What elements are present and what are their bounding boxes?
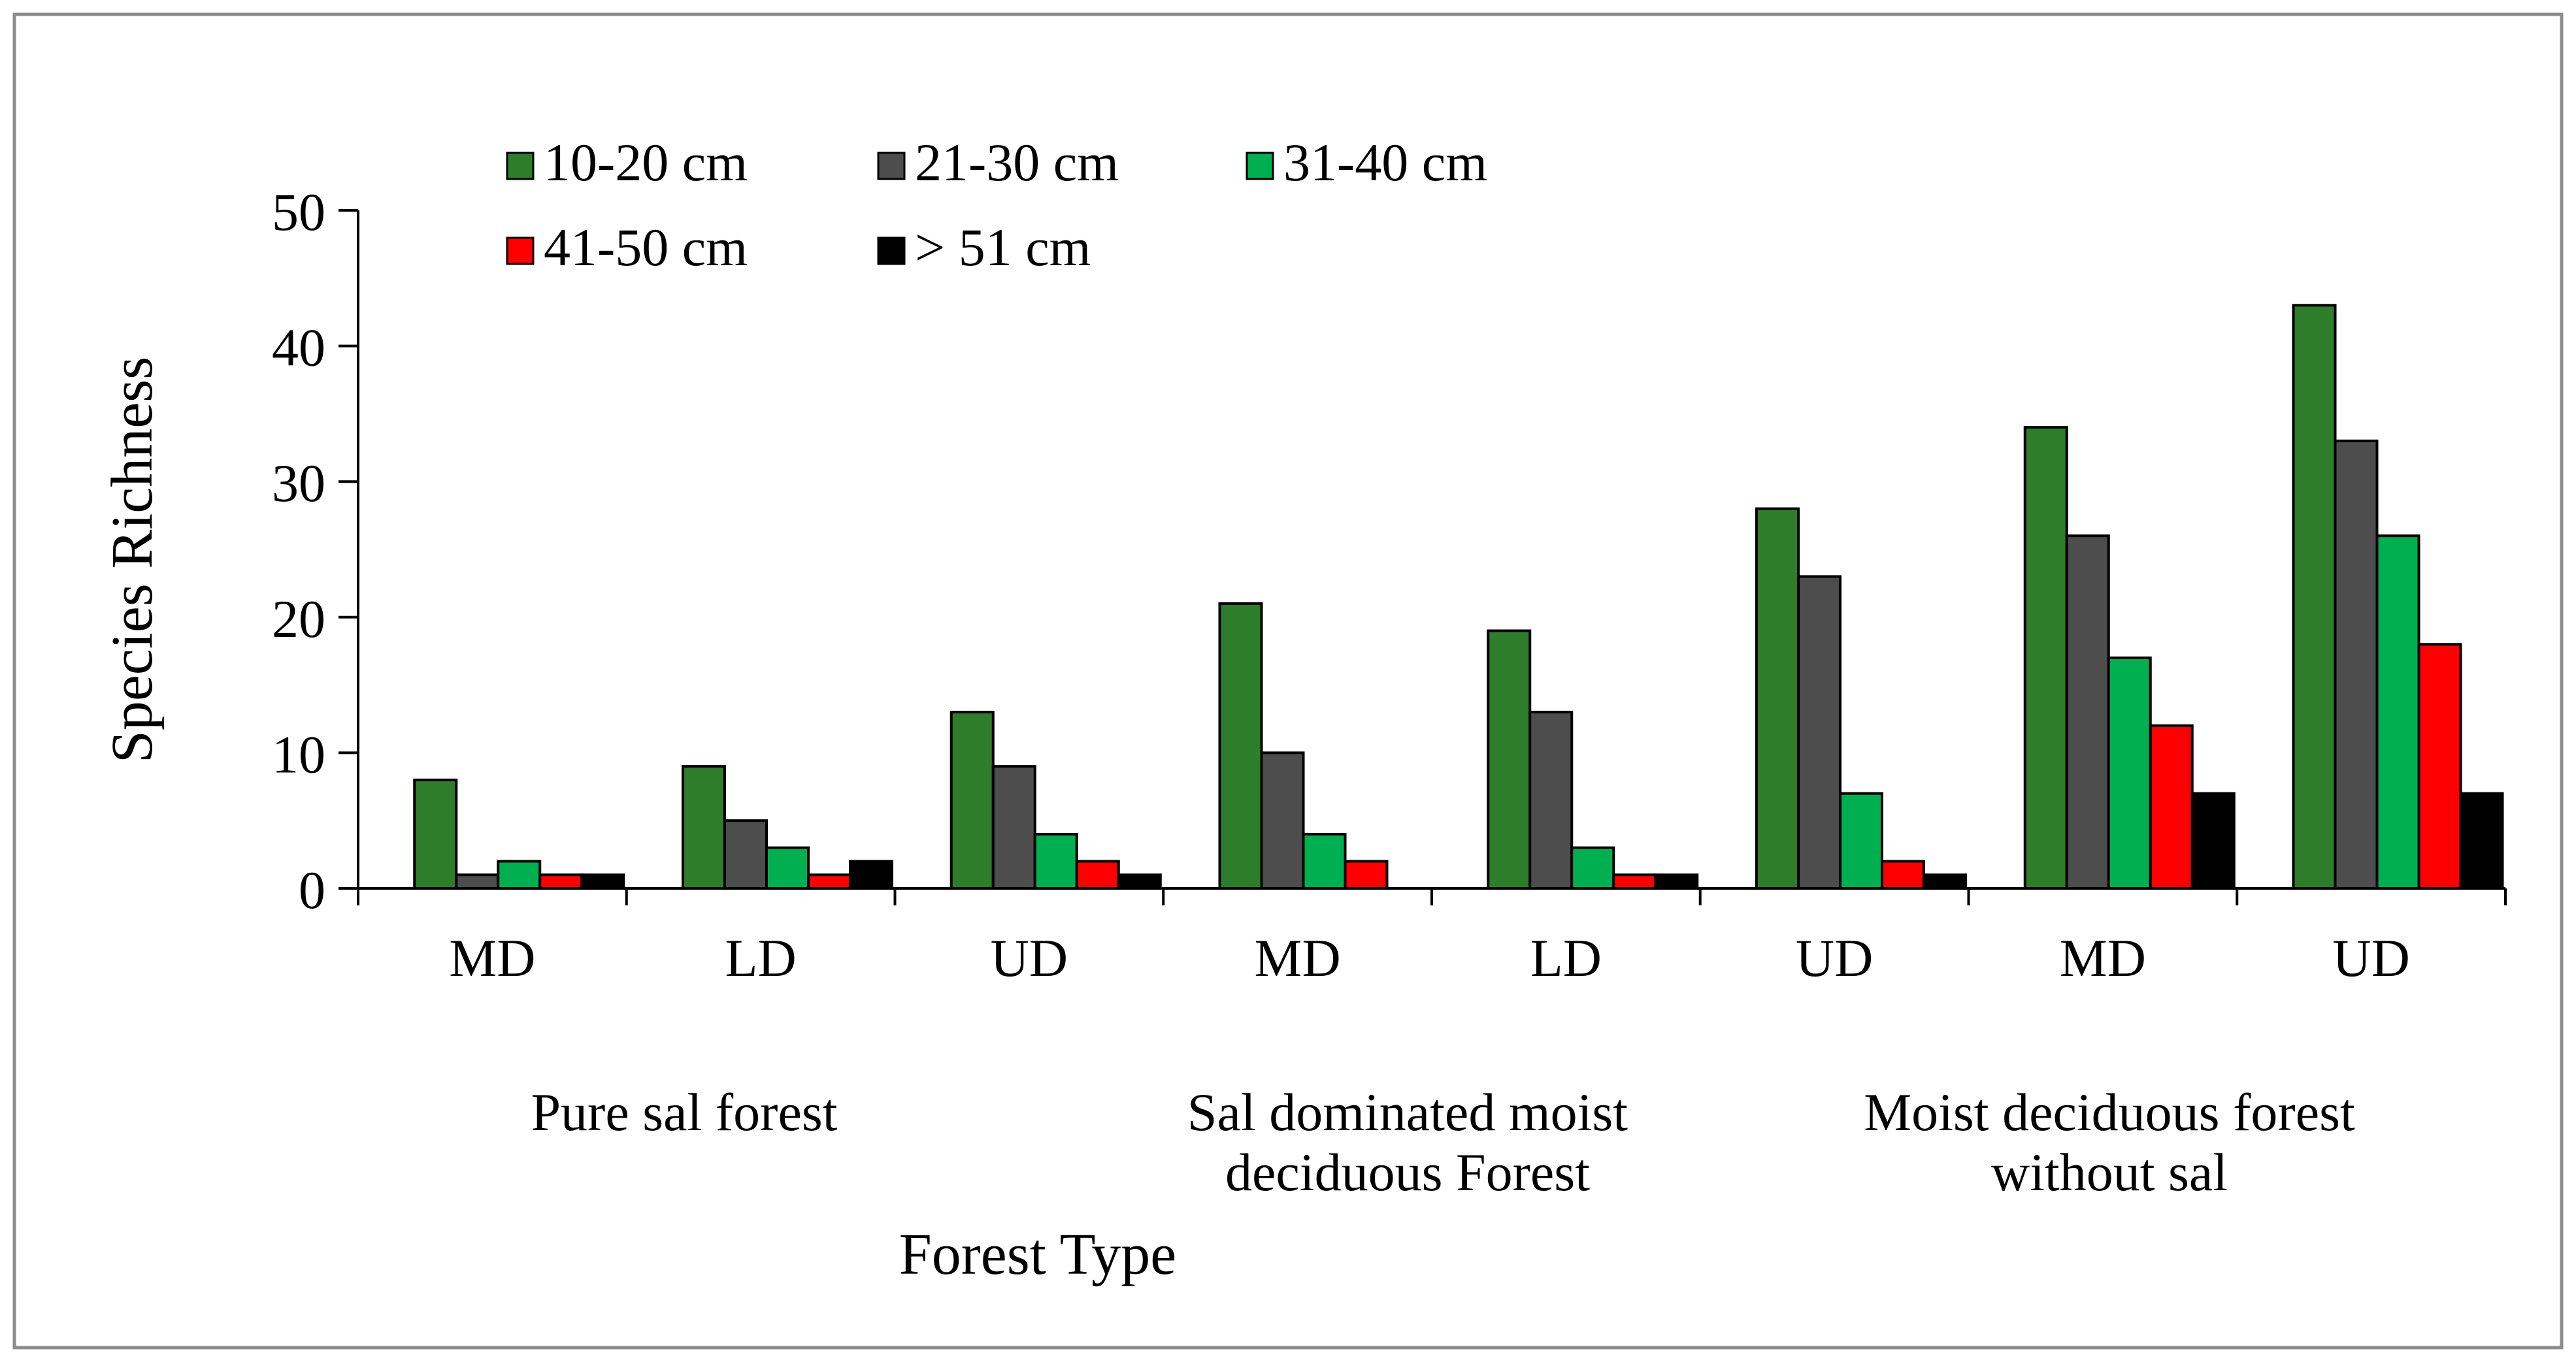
legend-label: 21-30 cm	[915, 133, 1119, 192]
y-tick-label: 30	[272, 453, 325, 513]
legend-label: > 51 cm	[915, 218, 1091, 277]
bar	[2107, 657, 2152, 890]
bar	[497, 860, 542, 890]
bars	[413, 304, 2504, 890]
bar	[2149, 724, 2194, 890]
bar	[1117, 873, 1162, 890]
bar	[723, 819, 768, 890]
x-tick-label: MD	[1255, 928, 1341, 988]
y-tick-labels: 0 10 20 30 40 50	[272, 182, 325, 920]
legend: 10-20 cm 21-30 cm 31-40 cm 41-50 cm > 51 cm	[506, 133, 1487, 277]
x-tick-label: LD	[725, 928, 796, 988]
x-tick-label: MD	[2060, 928, 2146, 988]
bar	[1797, 575, 1842, 890]
x-tick-labels: MD LD UD MD LD UD MD UD	[449, 928, 2410, 988]
legend-label: 31-40 cm	[1283, 133, 1487, 192]
bar	[1218, 602, 1263, 890]
group-label: without sal	[1991, 1143, 2228, 1202]
bar	[1755, 507, 1800, 890]
bar	[1612, 873, 1657, 890]
bar	[807, 873, 852, 890]
legend-label: 10-20 cm	[544, 133, 748, 192]
bar	[1923, 873, 1968, 890]
group-label: Moist deciduous forest	[1864, 1082, 2355, 1142]
legend-swatch	[506, 236, 535, 265]
bar	[2190, 792, 2236, 890]
bar	[580, 873, 625, 890]
legend-swatch	[1246, 152, 1274, 180]
y-tick-label: 0	[299, 860, 325, 920]
x-tick-label: LD	[1530, 928, 1602, 988]
legend-label: 41-50 cm	[544, 218, 748, 277]
bar	[949, 711, 995, 890]
x-tick-label: UD	[2332, 928, 2409, 988]
legend-swatch	[877, 236, 906, 265]
group-label: Sal dominated moist	[1187, 1082, 1628, 1142]
bar	[413, 778, 458, 890]
x-tick-label: MD	[449, 928, 535, 988]
bar	[2417, 643, 2462, 890]
bar	[1654, 873, 1699, 890]
bar	[1075, 860, 1120, 890]
y-tick-label: 50	[272, 182, 325, 242]
bar	[991, 765, 1036, 890]
bar	[455, 873, 500, 890]
bar	[538, 873, 584, 890]
bar	[1570, 846, 1615, 890]
bar	[1302, 832, 1347, 890]
y-axis-title: Species Richness	[100, 357, 165, 763]
bar	[1528, 711, 1574, 890]
group-label: deciduous Forest	[1225, 1143, 1590, 1202]
bar	[1033, 832, 1078, 890]
x-axis-title: Forest Type	[899, 1222, 1177, 1287]
bar	[2292, 304, 2337, 890]
x-tick-label: UD	[1796, 928, 1873, 988]
bar	[1881, 860, 1926, 890]
bar	[1839, 792, 1884, 890]
bar	[765, 846, 810, 890]
y-tick-label: 40	[272, 318, 325, 378]
y-tick-label: 20	[272, 589, 325, 649]
x-tick-label: UD	[991, 928, 1068, 988]
bar	[849, 860, 894, 890]
bar	[2023, 426, 2068, 890]
bar	[2065, 534, 2110, 890]
y-tick-label: 10	[272, 724, 325, 784]
legend-swatch	[506, 152, 535, 180]
bar	[682, 765, 727, 890]
bar	[2459, 792, 2504, 890]
bar	[2334, 439, 2379, 890]
group-label: Pure sal forest	[531, 1082, 837, 1142]
bar	[1260, 751, 1305, 890]
group-labels: Pure sal forest Sal dominated moistdecidu…	[531, 1082, 2355, 1202]
bar	[1344, 860, 1389, 890]
bar	[2375, 534, 2420, 890]
legend-swatch	[877, 152, 906, 180]
bar	[1487, 629, 1532, 890]
